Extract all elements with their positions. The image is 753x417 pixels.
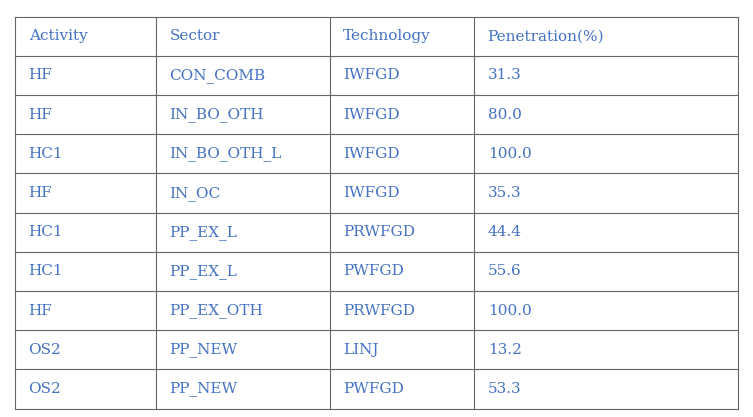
Text: 100.0: 100.0 — [488, 304, 532, 318]
Text: IN_BO_OTH_L: IN_BO_OTH_L — [169, 146, 282, 161]
Text: PP_NEW: PP_NEW — [169, 382, 238, 397]
Text: 44.4: 44.4 — [488, 225, 522, 239]
Text: PRWFGD: PRWFGD — [343, 225, 415, 239]
Text: OS2: OS2 — [29, 382, 61, 396]
Text: PP_NEW: PP_NEW — [169, 342, 238, 357]
Text: Activity: Activity — [29, 29, 87, 43]
Text: HF: HF — [29, 186, 53, 200]
Text: HC1: HC1 — [29, 225, 63, 239]
Text: 13.2: 13.2 — [488, 343, 522, 357]
Text: IWFGD: IWFGD — [343, 147, 400, 161]
Text: OS2: OS2 — [29, 343, 61, 357]
Text: 80.0: 80.0 — [488, 108, 522, 122]
Text: HC1: HC1 — [29, 147, 63, 161]
Text: Penetration(%): Penetration(%) — [488, 29, 604, 43]
Text: PP_EX_L: PP_EX_L — [169, 264, 237, 279]
Text: IN_BO_OTH: IN_BO_OTH — [169, 107, 264, 122]
Text: HC1: HC1 — [29, 264, 63, 279]
Text: IN_OC: IN_OC — [169, 186, 221, 201]
Text: PP_EX_L: PP_EX_L — [169, 225, 237, 240]
Text: HF: HF — [29, 68, 53, 83]
Text: Technology: Technology — [343, 29, 431, 43]
Text: 35.3: 35.3 — [488, 186, 521, 200]
Text: 55.6: 55.6 — [488, 264, 521, 279]
Text: IWFGD: IWFGD — [343, 68, 400, 83]
Text: 100.0: 100.0 — [488, 147, 532, 161]
Text: PWFGD: PWFGD — [343, 382, 404, 396]
Text: IWFGD: IWFGD — [343, 186, 400, 200]
Text: HF: HF — [29, 108, 53, 122]
Text: PRWFGD: PRWFGD — [343, 304, 415, 318]
Text: HF: HF — [29, 304, 53, 318]
Text: PP_EX_OTH: PP_EX_OTH — [169, 303, 264, 318]
Text: CON_COMB: CON_COMB — [169, 68, 266, 83]
Text: PWFGD: PWFGD — [343, 264, 404, 279]
Text: LINJ: LINJ — [343, 343, 379, 357]
Text: Sector: Sector — [169, 29, 220, 43]
Text: IWFGD: IWFGD — [343, 108, 400, 122]
Text: 53.3: 53.3 — [488, 382, 521, 396]
Text: 31.3: 31.3 — [488, 68, 521, 83]
